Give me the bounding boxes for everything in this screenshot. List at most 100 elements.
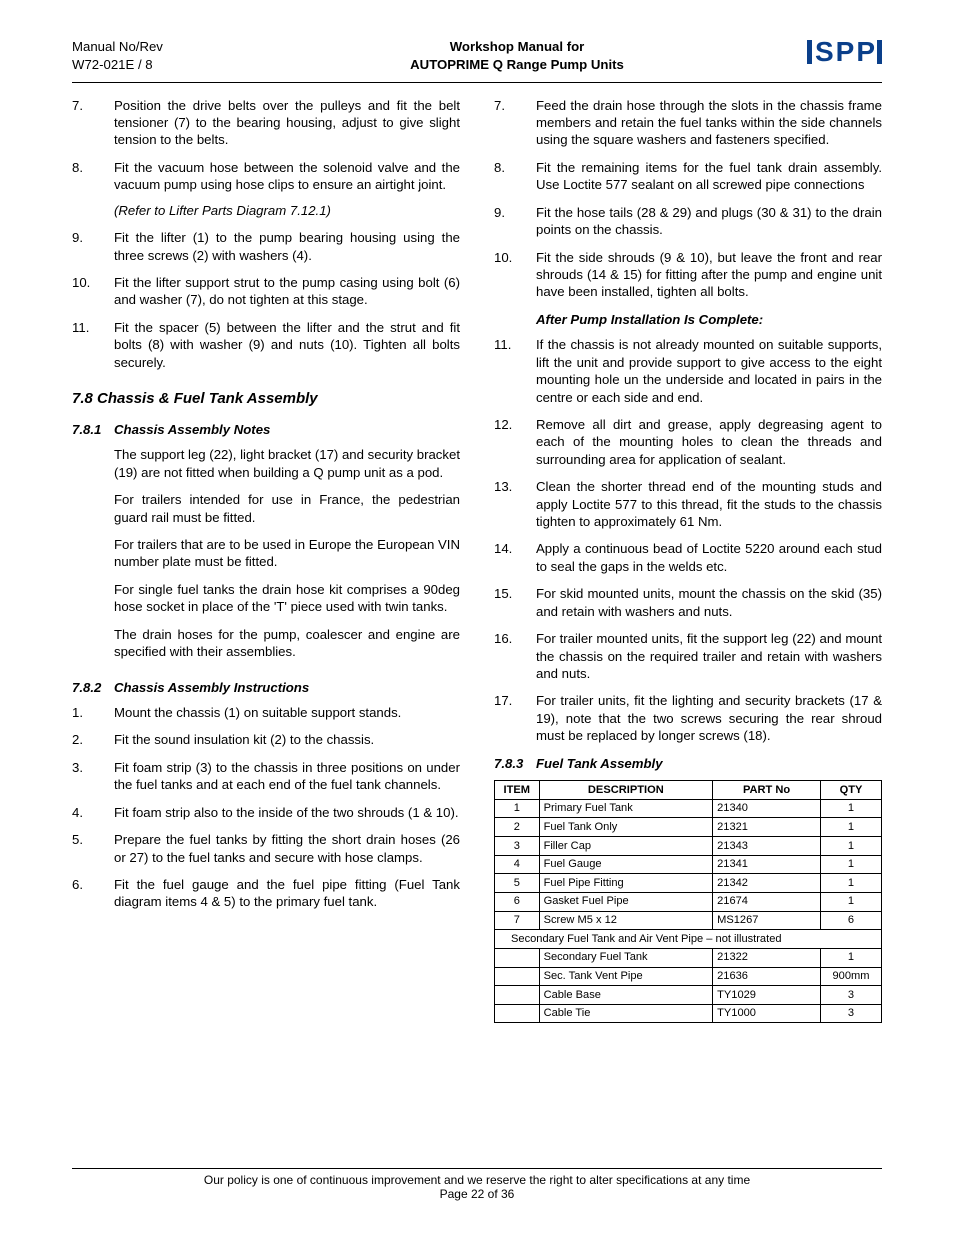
item-number: 3. <box>72 759 114 794</box>
item-number: 8. <box>494 159 536 194</box>
list-item: 11.If the chassis is not already mounted… <box>494 336 882 406</box>
list-item: 7.Position the drive belts over the pull… <box>72 97 460 149</box>
footer-policy: Our policy is one of continuous improvem… <box>72 1173 882 1187</box>
list-item: 9.Fit the lifter (1) to the pump bearing… <box>72 229 460 264</box>
cell-item: 4 <box>495 855 540 874</box>
table-row: Secondary Fuel Tank213221 <box>495 948 882 967</box>
cell-desc: Secondary Fuel Tank <box>539 948 713 967</box>
list-item: 10.Fit the side shrouds (9 & 10), but le… <box>494 249 882 301</box>
cell-part: 21322 <box>713 948 821 967</box>
cell-desc: Cable Tie <box>539 1004 713 1023</box>
item-text: Fit the sound insulation kit (2) to the … <box>114 731 460 748</box>
item-text: Remove all dirt and grease, apply degrea… <box>536 416 882 468</box>
note-paragraph: For trailers that are to be used in Euro… <box>114 536 460 571</box>
list-item: 12.Remove all dirt and grease, apply deg… <box>494 416 882 468</box>
cell-part: TY1000 <box>713 1004 821 1023</box>
manual-label: Manual No/Rev <box>72 39 163 54</box>
subheading-7-8-2: 7.8.2 Chassis Assembly Instructions <box>72 679 460 696</box>
cell-item: 6 <box>495 892 540 911</box>
cell-qty: 1 <box>821 874 882 893</box>
item-number: 2. <box>72 731 114 748</box>
cell-desc: Fuel Gauge <box>539 855 713 874</box>
cell-item: 5 <box>495 874 540 893</box>
item-number: 14. <box>494 540 536 575</box>
body-columns: 7.Position the drive belts over the pull… <box>72 97 882 1024</box>
list-item: 16.For trailer mounted units, fit the su… <box>494 630 882 682</box>
list-item: 14.Apply a continuous bead of Loctite 52… <box>494 540 882 575</box>
after-pump-line: After Pump Installation Is Complete: <box>536 311 882 328</box>
item-text: Fit the lifter (1) to the pump bearing h… <box>114 229 460 264</box>
table-row: 7Screw M5 x 12MS12676 <box>495 911 882 930</box>
list-item: 2.Fit the sound insulation kit (2) to th… <box>72 731 460 748</box>
item-text: Prepare the fuel tanks by fitting the sh… <box>114 831 460 866</box>
table-row: Sec. Tank Vent Pipe21636900mm <box>495 967 882 986</box>
item-text: Feed the drain hose through the slots in… <box>536 97 882 149</box>
item-text: Mount the chassis (1) on suitable suppor… <box>114 704 460 721</box>
cell-part: 21674 <box>713 892 821 911</box>
note-paragraph: The support leg (22), light bracket (17)… <box>114 446 460 481</box>
cell-part: 21321 <box>713 818 821 837</box>
list-item: 6.Fit the fuel gauge and the fuel pipe f… <box>72 876 460 911</box>
cell-desc: Fuel Tank Only <box>539 818 713 837</box>
item-number: 6. <box>72 876 114 911</box>
item-number: 13. <box>494 478 536 530</box>
list-item: 7.Feed the drain hose through the slots … <box>494 97 882 149</box>
item-text: Fit foam strip (3) to the chassis in thr… <box>114 759 460 794</box>
item-text: Fit the spacer (5) between the lifter an… <box>114 319 460 371</box>
list-item: 5.Prepare the fuel tanks by fitting the … <box>72 831 460 866</box>
item-number: 1. <box>72 704 114 721</box>
table-row: 3Filler Cap213431 <box>495 837 882 856</box>
page-header: Manual No/Rev W72-021E / 8 Workshop Manu… <box>72 38 882 80</box>
item-text: Clean the shorter thread end of the moun… <box>536 478 882 530</box>
item-text: Position the drive belts over the pulley… <box>114 97 460 149</box>
list-item: 3.Fit foam strip (3) to the chassis in t… <box>72 759 460 794</box>
cell-item <box>495 967 540 986</box>
table-span-row: Secondary Fuel Tank and Air Vent Pipe – … <box>495 930 882 949</box>
item-text: Fit the lifter support strut to the pump… <box>114 274 460 309</box>
table-header: ITEM <box>495 781 540 800</box>
cell-part: 21343 <box>713 837 821 856</box>
cell-desc: Screw M5 x 12 <box>539 911 713 930</box>
cell-qty: 1 <box>821 799 882 818</box>
manual-value: W72-021E / 8 <box>72 57 153 72</box>
header-logo-wrap: SPP <box>782 38 882 66</box>
chassis-notes: The support leg (22), light bracket (17)… <box>72 446 460 660</box>
cell-qty: 1 <box>821 855 882 874</box>
cell-qty: 3 <box>821 1004 882 1023</box>
cell-item: 2 <box>495 818 540 837</box>
section-7-8-heading: 7.8 Chassis & Fuel Tank Assembly <box>72 389 460 409</box>
item-number: 17. <box>494 692 536 744</box>
cell-part: MS1267 <box>713 911 821 930</box>
fuel-tank-parts-table: ITEMDESCRIPTIONPART NoQTY 1Primary Fuel … <box>494 780 882 1023</box>
cell-qty: 1 <box>821 818 882 837</box>
after-pump-steps: 11.If the chassis is not already mounted… <box>494 336 882 744</box>
item-number: 9. <box>72 229 114 264</box>
footer-page: Page 22 of 36 <box>72 1187 882 1201</box>
cell-qty: 6 <box>821 911 882 930</box>
item-text: If the chassis is not already mounted on… <box>536 336 882 406</box>
item-number: 8. <box>72 159 114 219</box>
cell-desc: Cable Base <box>539 986 713 1005</box>
note-paragraph: For trailers intended for use in France,… <box>114 491 460 526</box>
subheading-title: Fuel Tank Assembly <box>536 755 663 772</box>
note-paragraph: For single fuel tanks the drain hose kit… <box>114 581 460 616</box>
cell-item <box>495 948 540 967</box>
table-row: 6Gasket Fuel Pipe216741 <box>495 892 882 911</box>
subheading-num: 7.8.1 <box>72 421 114 438</box>
cell-item: 7 <box>495 911 540 930</box>
list-item: 10.Fit the lifter support strut to the p… <box>72 274 460 309</box>
item-number: 16. <box>494 630 536 682</box>
list-item: 4.Fit foam strip also to the inside of t… <box>72 804 460 821</box>
cell-qty: 1 <box>821 948 882 967</box>
item-number: 12. <box>494 416 536 468</box>
cell-part: 21340 <box>713 799 821 818</box>
header-title: Workshop Manual for AUTOPRIME Q Range Pu… <box>252 38 782 74</box>
cell-part: 21341 <box>713 855 821 874</box>
spp-logo: SPP <box>807 38 882 66</box>
table-header: DESCRIPTION <box>539 781 713 800</box>
item-text: For skid mounted units, mount the chassi… <box>536 585 882 620</box>
item-number: 5. <box>72 831 114 866</box>
item-number: 4. <box>72 804 114 821</box>
list-item: 8.Fit the remaining items for the fuel t… <box>494 159 882 194</box>
list-item: 15.For skid mounted units, mount the cha… <box>494 585 882 620</box>
